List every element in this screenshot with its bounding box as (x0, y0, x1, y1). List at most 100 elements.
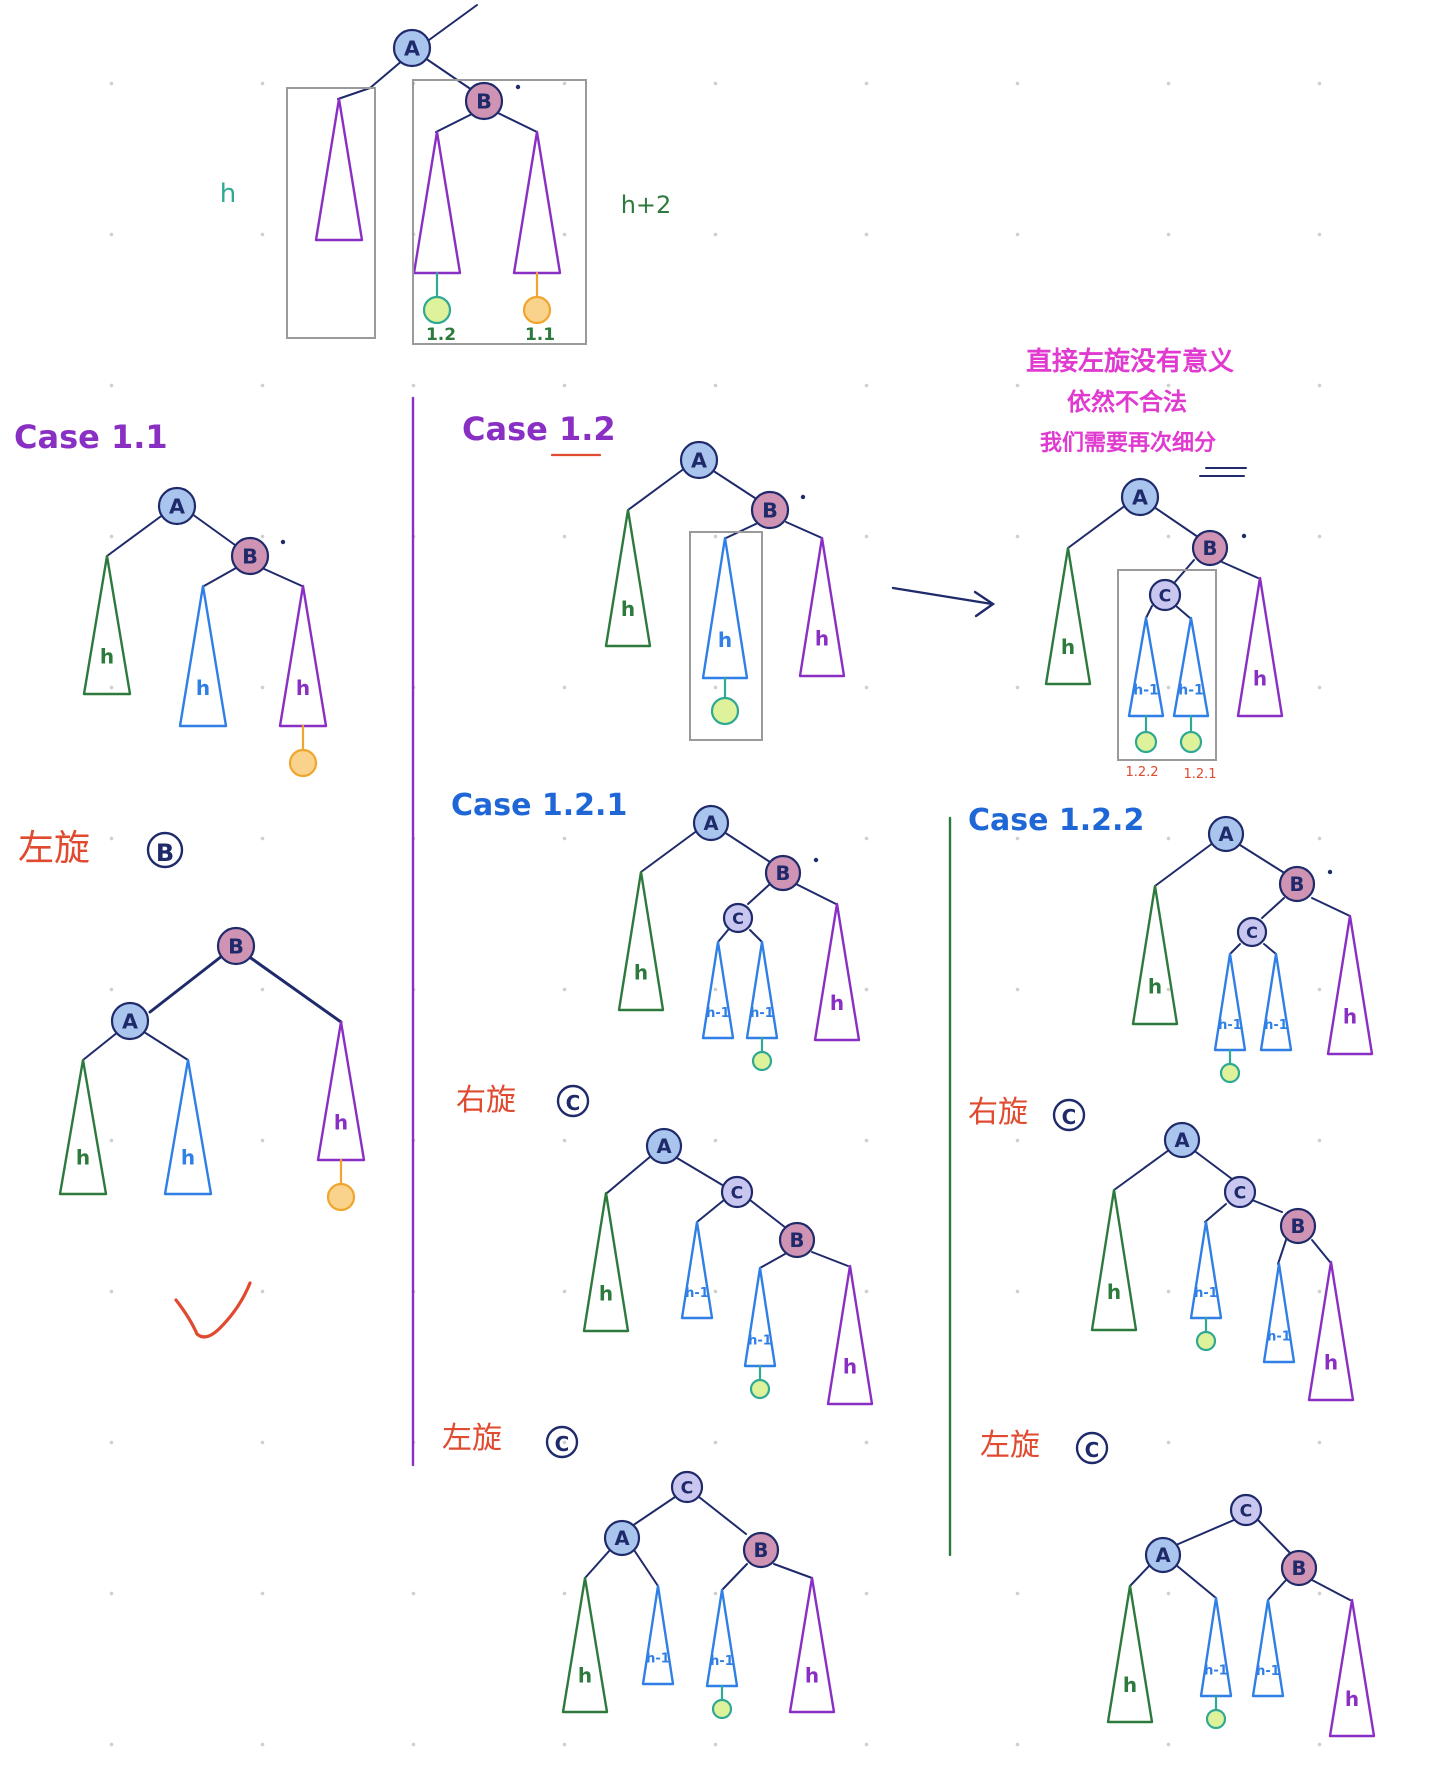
tree-node-b (764, 854, 802, 892)
tree-node-a (645, 1127, 683, 1165)
subtree-height-label: h (100, 645, 114, 669)
tree-node-a (392, 28, 432, 68)
dot-marker (800, 494, 806, 500)
subtree-triangle (278, 584, 328, 728)
node-label-a: A (656, 1135, 672, 1158)
subtree-height-label: h (1061, 635, 1075, 659)
tree-node-c (722, 902, 754, 934)
node-label-b: B (754, 1539, 769, 1562)
tree-node-c (720, 1175, 754, 1209)
subtree-triangle (745, 940, 779, 1040)
inserted-leaf-node (711, 1698, 733, 1720)
subtree-triangle (316, 1020, 366, 1162)
subtree-triangle (788, 1576, 836, 1714)
subtree-height-label: h-1 (1178, 682, 1204, 698)
node-label-c: C (731, 1183, 744, 1203)
tree-node-c (670, 1470, 704, 1504)
subtree-triangle (1189, 1220, 1223, 1320)
tree-edge (759, 1253, 786, 1269)
subtree-triangle (826, 1264, 874, 1406)
subtree-height-label: h (578, 1664, 592, 1688)
subtree-triangle (82, 554, 132, 696)
tree-edge (203, 567, 237, 587)
tree-edge (1175, 605, 1191, 619)
node-label-a: A (703, 812, 719, 835)
node-label-b: B (242, 545, 258, 569)
tree-edge (1263, 943, 1277, 955)
rotation-node-label: C (1085, 1438, 1100, 1462)
tree-edge (1267, 1579, 1287, 1601)
sub-label-1-2-1: 1.2.1 (1183, 767, 1216, 782)
inserted-leaf-node (1179, 730, 1203, 754)
subtree-triangle (1127, 616, 1165, 718)
tree-node-a (1120, 477, 1160, 517)
subtree-height-label: h-1 (750, 1006, 774, 1021)
inserted-leaf-node (326, 1182, 356, 1212)
node-label-a: A (1155, 1544, 1171, 1567)
tree-edge (1067, 504, 1127, 549)
tree-edge (1277, 1239, 1287, 1265)
subtree-triangle (178, 584, 228, 728)
tree-edge (1175, 1564, 1217, 1599)
tree-edge (1311, 1239, 1331, 1263)
inserted-leaf-node (749, 1378, 771, 1400)
subtree-height-label: h-1 (710, 1654, 734, 1669)
dot-marker (1327, 869, 1333, 875)
case-1-2-1-title: Case 1.2.1 (451, 788, 627, 823)
node-label-c: C (1246, 923, 1258, 942)
node-label-b: B (1292, 1557, 1307, 1580)
node-label-c: C (1240, 1501, 1253, 1521)
tree-edge (424, 57, 473, 91)
tree-edge (1311, 897, 1351, 917)
tree-node-a (157, 486, 197, 526)
right-height-label: h+2 (621, 191, 672, 219)
tree-edge (1239, 844, 1287, 875)
node-label-b: B (762, 499, 778, 523)
subtree-triangle (1307, 1260, 1355, 1402)
dot-marker (813, 857, 819, 863)
subtree-height-label: h-1 (1133, 682, 1159, 698)
tree-edge (1261, 897, 1285, 919)
subtree-triangle (1044, 546, 1092, 686)
inserted-leaf-node (422, 295, 452, 325)
inserted-leaf-node (1195, 1330, 1217, 1352)
inserted-leaf-node (710, 696, 740, 726)
subtree-triangle (1131, 884, 1179, 1026)
subtree-triangle (561, 1576, 609, 1714)
tree-node-a (1207, 815, 1245, 853)
tree-node-b (778, 1221, 816, 1259)
rotation-node-label: C (555, 1432, 570, 1456)
tree-edge (1251, 1199, 1283, 1213)
rotate-right-label: 右旋 (456, 1083, 516, 1118)
node-label-b: B (790, 1229, 805, 1252)
tree-edge (747, 883, 771, 905)
case-1-2-2: Case 1.2.2 h h-1 h-1 h A B C 右旋 Ch h-1 h-1 h A C B 左旋 Ch h… (968, 803, 1376, 1738)
rotation-node-label: B (156, 839, 174, 867)
tree-node-b (1279, 1207, 1317, 1245)
node-label-c: C (681, 1478, 694, 1498)
note-line-1: 直接左旋没有意义 (1026, 346, 1234, 377)
tree-node-a (110, 1001, 150, 1041)
tree-edge (723, 831, 771, 863)
transform-arrow (891, 586, 994, 606)
tree-node-a (692, 804, 730, 842)
subtree-height-label: h-1 (1194, 1286, 1218, 1301)
tree-edge (1195, 1151, 1237, 1183)
rotation-node-circle (146, 831, 184, 869)
inserted-leaf-node (1219, 1062, 1241, 1084)
note-line-2: 依然不合法 (1067, 388, 1187, 416)
dot-marker (515, 84, 521, 90)
rotation-node-label: C (1062, 1105, 1077, 1129)
tree-edge (261, 567, 303, 587)
node-label-a: A (614, 1527, 630, 1550)
subtree-triangle (1251, 1598, 1285, 1698)
subtree-triangle (705, 1588, 739, 1688)
inserted-leaf-node (1134, 730, 1158, 754)
subtree-triangle (1259, 952, 1293, 1052)
tree-edge (749, 1199, 787, 1229)
subtree-height-label: h (815, 627, 829, 651)
subtree-height-label: h (634, 961, 648, 985)
tree-node-c (1148, 578, 1182, 612)
tree-node-a (679, 440, 719, 480)
